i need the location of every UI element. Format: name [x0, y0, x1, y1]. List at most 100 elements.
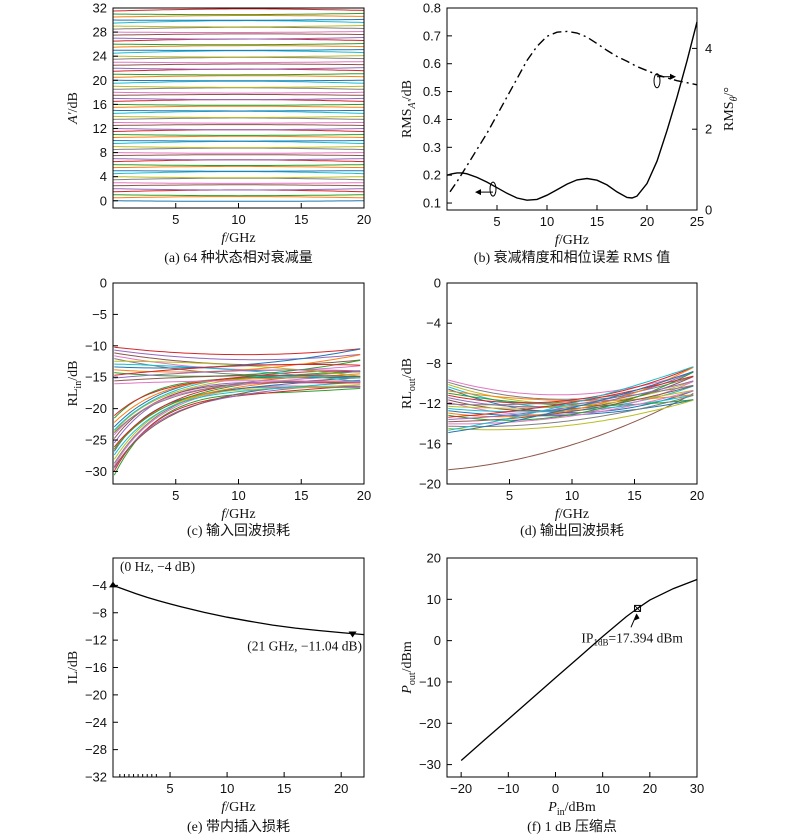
y-tick-label: 28 — [93, 25, 107, 40]
right-axis-indicator-ellipse — [653, 73, 661, 89]
x-axis-label: f/GHz — [555, 233, 589, 248]
state-curve — [112, 33, 364, 36]
state-curve — [112, 110, 365, 114]
right-axis-arrowhead — [670, 73, 676, 80]
y-tick-label: −16 — [85, 660, 107, 675]
y-tick-label: −15 — [85, 370, 107, 385]
x-axis-label: f/GHz — [221, 507, 255, 522]
panel-caption: (d) 输出回波损耗 — [520, 523, 624, 539]
y-tick-label: −30 — [85, 464, 107, 479]
y-tick-label: 0.5 — [423, 84, 441, 99]
panel-caption: (e) 带内插入损耗 — [187, 819, 290, 835]
state-curve — [112, 115, 365, 118]
panel-d-output-return-loss: 5 10 15 20 0 −4 −8 −12 −16 −20 f/GHz RLout/dB (d) 输出… — [400, 276, 704, 540]
marker-end-label: (21 GHz, −11.04 dB) — [247, 638, 362, 653]
state-curve — [112, 147, 365, 151]
state-curve — [112, 18, 365, 21]
y-tick-label: 0.3 — [423, 140, 441, 155]
state-curve — [112, 164, 365, 166]
y-tick-label: 0.2 — [423, 168, 441, 183]
y-tick-label: 0.7 — [423, 28, 441, 43]
rl-out-curve — [448, 371, 694, 434]
rl-in-curve — [113, 373, 361, 423]
y-axis-label: RLout/dB — [400, 358, 418, 409]
rl-out-curve — [448, 399, 694, 431]
state-curve — [113, 25, 365, 28]
y-tick-label: 16 — [93, 97, 107, 112]
state-curve — [112, 63, 364, 66]
rl-in-curve — [113, 371, 361, 419]
rl-in-curve — [114, 349, 361, 361]
x-tick-label: 20 — [357, 488, 371, 503]
rl-out-curve — [448, 366, 694, 404]
rl-in-curve — [114, 364, 361, 376]
state-curve — [112, 134, 365, 136]
x-tick-label: 5 — [172, 212, 179, 227]
plot-frame-f — [446, 557, 698, 778]
state-curve — [112, 43, 365, 46]
state-curve — [112, 140, 365, 142]
rl-in-curve — [114, 352, 361, 366]
state-curve — [112, 171, 365, 175]
state-curve — [112, 158, 365, 161]
state-curve — [113, 49, 364, 51]
state-curve — [112, 117, 365, 120]
panel-a-attenuation-states: 5 10 15 20 0 4 8 12 16 20 24 28 32 f/GHz A'/dB (a) 64 种… — [66, 1, 371, 267]
state-curve — [112, 12, 365, 16]
y-tick-label: 20 — [427, 551, 441, 566]
y-tick-label: 24 — [93, 49, 107, 64]
x-tick-label: 30 — [690, 781, 704, 796]
x-tick-label: 20 — [643, 781, 657, 796]
rl-out-curve — [448, 375, 694, 400]
x-tick-label: 10 — [220, 781, 234, 796]
state-curve — [112, 97, 365, 101]
y-tick-label: −5 — [92, 307, 107, 322]
x-tick-label: 10 — [565, 488, 579, 503]
y-tick-label: −25 — [85, 433, 107, 448]
rl-out-curve — [448, 366, 694, 431]
y-tick-label: 4 — [100, 169, 107, 184]
y-tick-label: 32 — [93, 1, 107, 16]
rms-attenuation-line — [446, 21, 698, 201]
state-curve — [112, 135, 365, 138]
state-curve — [112, 75, 365, 78]
insertion-loss-line — [112, 584, 365, 636]
state-curve — [112, 176, 365, 179]
left-axis-indicator-ellipse — [489, 181, 497, 197]
state-curve — [112, 196, 365, 199]
x-tick-label: 5 — [172, 488, 179, 503]
y-tick-label: −20 — [419, 716, 441, 731]
rl-out-curve — [448, 390, 694, 425]
state-curve — [113, 31, 365, 33]
y-tick-label: 20 — [93, 73, 107, 88]
x-axis-label: f/GHz — [221, 800, 255, 815]
y-tick-label: −28 — [85, 742, 107, 757]
y-right-tick-label: 4 — [705, 41, 712, 56]
y-tick-label: 0.1 — [423, 196, 441, 211]
y-tick-label: −16 — [419, 436, 441, 451]
rl-out-curve — [448, 371, 694, 396]
state-curve — [112, 105, 365, 108]
y-tick-label: 0.6 — [423, 56, 441, 71]
panel-c-input-return-loss: 5 10 15 20 0 −5 −10 −15 −20 −25 −30 f/GHz RLin/dB (c)… — [66, 276, 371, 540]
state-curve — [112, 154, 365, 157]
panel-caption: (c) 输入回波损耗 — [187, 523, 290, 539]
rl-in-curve — [114, 374, 361, 382]
x-tick-label: 10 — [231, 212, 245, 227]
panel-f-compression-point: IP1dB=17.394 dBm −20 −10 0 10 20 30 20 10 0 −10 −20… — [400, 551, 704, 836]
state-curve — [112, 177, 365, 181]
rl-out-curve — [448, 389, 694, 409]
rl-in-curve — [114, 346, 361, 356]
state-curve — [112, 87, 365, 90]
y-right-axis-label: RMSθ/° — [722, 87, 740, 131]
state-curve — [113, 200, 364, 202]
x-axis-label: Pin/dBm — [547, 800, 596, 818]
rl-in-curve — [114, 359, 361, 377]
state-curve — [112, 128, 365, 131]
y-tick-label: −30 — [419, 757, 441, 772]
y-axis-label: A'/dB — [66, 92, 81, 125]
left-axis-arrowhead — [475, 189, 481, 196]
y-axis-label: RLin/dB — [66, 361, 84, 407]
panel-caption: (a) 64 种状态相对衰减量 — [164, 249, 313, 266]
